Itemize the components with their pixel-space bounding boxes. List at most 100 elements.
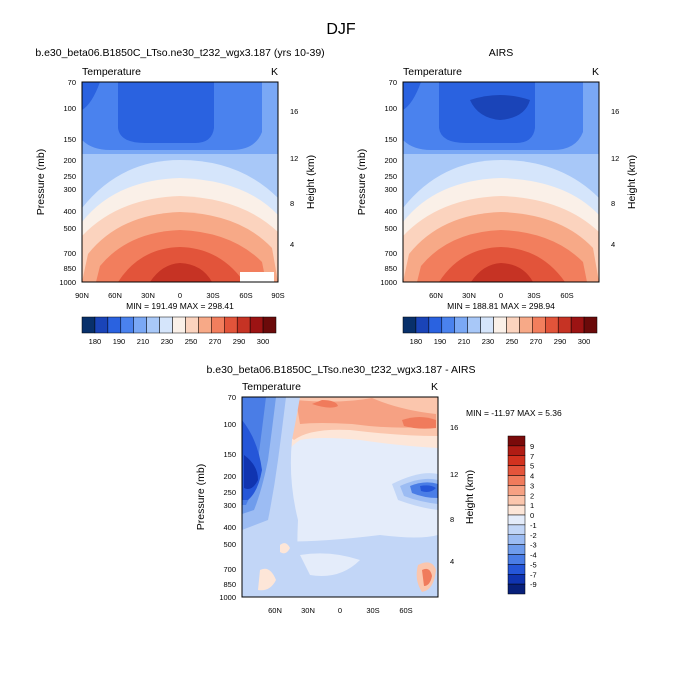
- panel-difference-ytick: 100: [223, 420, 236, 429]
- panel-difference-y2label: Height (km): [464, 470, 476, 524]
- colorbar-swatch: [415, 316, 430, 334]
- panel-model-xtick: 0: [178, 291, 182, 300]
- panel-difference-stats: MIN = -11.97 MAX = 5.36: [466, 408, 562, 418]
- colorbar-swatch: [583, 316, 598, 334]
- colorbar-label: 180: [410, 337, 423, 346]
- colorbar-swatch: [198, 316, 212, 334]
- panel-model-right-label: K: [271, 66, 278, 78]
- panel-difference-ytick: 200: [223, 472, 236, 481]
- panel-difference-x-axis: 60N 30N 0 30S 60S: [268, 606, 413, 615]
- panel-model-ylabel: Pressure (mb): [35, 149, 47, 216]
- colorbar-airs: 180 190 210 230 250 270 290 300: [402, 316, 598, 346]
- colorbar-swatch: [532, 316, 546, 334]
- panel-difference-ytick: 70: [228, 393, 236, 402]
- colorbar-swatch: [262, 316, 277, 334]
- colorbar-label: 2: [530, 491, 534, 500]
- colorbar-swatch: [159, 316, 173, 334]
- panel-difference-xtick: 60S: [399, 606, 412, 615]
- colorbar-swatch: [507, 504, 526, 516]
- panel-model-xtick: 90N: [75, 291, 89, 300]
- panel-airs-contours: [403, 82, 599, 282]
- colorbar-label: 230: [161, 337, 174, 346]
- panel-airs-ytick: 700: [384, 249, 397, 258]
- colorbar-label: -3: [530, 541, 537, 550]
- colorbar-swatch: [507, 465, 526, 476]
- colorbar-label: 270: [530, 337, 543, 346]
- panel-model-stats: MIN = 191.49 MAX = 298.41: [126, 301, 234, 311]
- colorbar-swatch: [507, 544, 526, 555]
- panel-model-xtick: 30S: [206, 291, 219, 300]
- colorbar-label: -7: [530, 570, 537, 579]
- panel-model-ytick: 400: [63, 207, 76, 216]
- figure-title: DJF: [326, 21, 356, 38]
- panel-airs-y-axis: 70 100 150 200 250 300 400 500 700 850 1…: [380, 78, 397, 287]
- panel-airs-left-label: Temperature: [403, 66, 462, 78]
- panel-model-height-axis: 16 12 8 4: [290, 107, 298, 249]
- panel-airs-ytick: 500: [384, 224, 397, 233]
- colorbar-label: -2: [530, 531, 537, 540]
- panel-airs-ytick: 300: [384, 185, 397, 194]
- colorbar-label: 250: [185, 337, 198, 346]
- colorbar-swatch: [249, 316, 264, 334]
- panel-airs-htick: 16: [611, 107, 619, 116]
- colorbar-swatch: [507, 534, 526, 545]
- colorbar-swatch: [507, 485, 526, 496]
- panel-difference-ytick: 1000: [219, 593, 236, 602]
- panel-airs-stats: MIN = 188.81 MAX = 298.94: [447, 301, 555, 311]
- colorbar-swatch: [133, 316, 147, 334]
- panel-airs-ytick: 200: [384, 156, 397, 165]
- colorbar-label: 9: [530, 442, 534, 451]
- panel-difference-ytick: 700: [223, 565, 236, 574]
- colorbar-label: -4: [530, 551, 537, 560]
- colorbar-label: 1: [530, 501, 534, 510]
- panel-airs-ytick: 100: [384, 104, 397, 113]
- panel-model-ytick: 850: [63, 264, 76, 273]
- panel-model-ytick: 700: [63, 249, 76, 258]
- panel-difference-height-axis: 16 12 8 4: [450, 423, 458, 566]
- colorbar-label: 230: [482, 337, 495, 346]
- panel-airs-xtick: 30N: [462, 291, 476, 300]
- colorbar-swatch: [236, 316, 251, 334]
- panel-model-ytick: 100: [63, 104, 76, 113]
- panel-difference-ytick: 850: [223, 580, 236, 589]
- colorbar-model: 180 190 210 230 250 270 290 300: [81, 316, 277, 346]
- panel-difference-htick: 16: [450, 423, 458, 432]
- colorbar-label: 210: [458, 337, 471, 346]
- colorbar-swatch: [428, 316, 443, 334]
- panel-airs-ytick: 150: [384, 135, 397, 144]
- panel-model-ytick: 300: [63, 185, 76, 194]
- colorbar-label: -1: [530, 521, 537, 530]
- panel-difference-left-label: Temperature: [242, 381, 301, 393]
- panel-airs-ytick: 850: [384, 264, 397, 273]
- colorbar-swatch: [557, 316, 572, 334]
- colorbar-label: -5: [530, 560, 537, 569]
- colorbar-label: 270: [209, 337, 222, 346]
- panel-model-xtick: 30N: [141, 291, 155, 300]
- panel-difference-ytick: 300: [223, 501, 236, 510]
- panel-model-ytick: 150: [63, 135, 76, 144]
- panel-airs-xtick: 30S: [527, 291, 540, 300]
- panel-difference-title: b.e30_beta06.B1850C_LTso.ne30_t232_wgx3.…: [207, 364, 476, 376]
- panel-model-htick: 8: [290, 199, 294, 208]
- panel-airs-htick: 8: [611, 199, 615, 208]
- colorbar-swatch: [441, 316, 455, 334]
- colorbar-swatch: [545, 316, 559, 334]
- panel-model-xtick: 60S: [239, 291, 252, 300]
- panel-difference-xtick: 30N: [301, 606, 315, 615]
- panel-difference-right-label: K: [431, 381, 438, 393]
- colorbar-swatch: [211, 316, 225, 334]
- colorbar-swatch: [507, 524, 526, 535]
- colorbar-swatch: [81, 316, 96, 334]
- panel-model-ytick: 250: [63, 172, 76, 181]
- panel-model-xtick: 60N: [108, 291, 122, 300]
- panel-model-ytick: 500: [63, 224, 76, 233]
- panel-difference-htick: 4: [450, 557, 454, 566]
- colorbar-swatch: [570, 316, 585, 334]
- panel-airs-x-axis: 60N 30N 0 30S 60S: [429, 291, 574, 300]
- panel-airs-height-axis: 16 12 8 4: [611, 107, 619, 249]
- colorbar-label: 4: [530, 472, 534, 481]
- panel-model-xtick: 90S: [271, 291, 284, 300]
- panel-airs-htick: 12: [611, 154, 619, 163]
